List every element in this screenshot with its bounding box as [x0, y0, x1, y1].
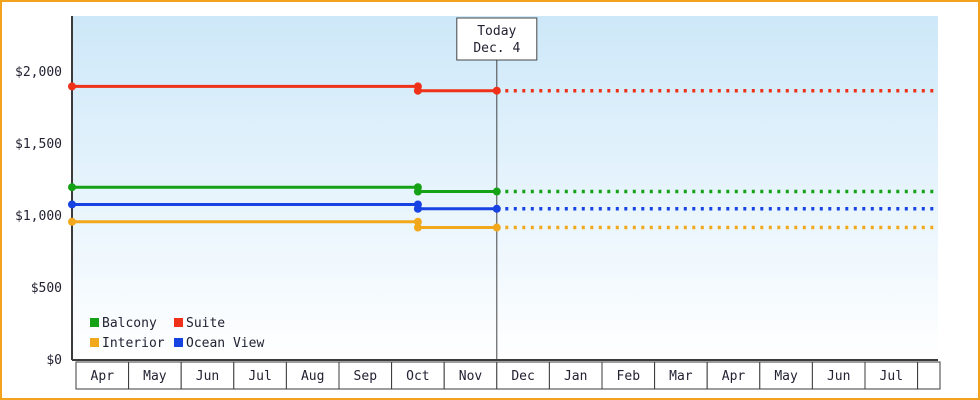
x-tick-label: Jul [880, 369, 903, 384]
legend-label-balcony: Balcony [102, 316, 157, 331]
series-point-interior [413, 217, 422, 226]
month-cell [811, 361, 866, 390]
month-cell [706, 361, 761, 390]
y-tick-label: $500 [31, 281, 62, 296]
series-point-interior [492, 223, 501, 232]
x-tick-label: Dec [511, 369, 534, 384]
month-cell [654, 361, 708, 390]
x-tick-label: Aug [301, 369, 324, 384]
legend-swatch-interior [90, 338, 99, 347]
month-cell [338, 361, 393, 390]
series-point-balcony [492, 187, 501, 196]
x-tick-label: Jul [248, 369, 271, 384]
legend-label-suite: Suite [186, 316, 225, 331]
y-tick-label: $0 [46, 353, 62, 368]
legend-label-interior: Interior [102, 336, 165, 351]
series-point-suite [492, 86, 501, 95]
x-tick-label: May [774, 369, 798, 384]
series-point-ocean-view [492, 204, 501, 213]
month-cell [548, 361, 603, 390]
today-label: Today [477, 24, 516, 39]
x-tick-label: Nov [459, 369, 483, 384]
month-cell [917, 361, 941, 390]
series-point-ocean-view [68, 200, 76, 209]
x-tick-label: Apr [91, 369, 115, 384]
x-tick-label: Feb [617, 369, 641, 384]
x-tick-label: May [143, 369, 167, 384]
month-cell [128, 361, 182, 390]
x-tick-label: Jan [564, 369, 587, 384]
legend-swatch-ocean-view [174, 338, 183, 347]
series-point-suite [413, 86, 422, 95]
y-tick-label: $1,000 [15, 209, 62, 224]
x-tick-label: Sep [354, 369, 378, 384]
y-tick-label: $1,500 [15, 137, 62, 152]
month-cell [864, 361, 919, 390]
series-point-balcony [68, 183, 76, 192]
series-point-ocean-view [413, 204, 422, 213]
y-tick-label: $2,000 [15, 65, 62, 80]
series-point-balcony [413, 187, 422, 196]
x-tick-label: Mar [669, 369, 693, 384]
series-point-interior [68, 217, 76, 226]
today-box [456, 17, 538, 61]
series-point-interior [413, 223, 422, 232]
x-tick-label: Jun [827, 369, 850, 384]
x-tick-label: Oct [406, 369, 429, 384]
x-tick-label: Jun [196, 369, 219, 384]
legend-swatch-suite [174, 318, 183, 327]
series-point-suite [68, 82, 76, 91]
legend-swatch-balcony [90, 318, 99, 327]
today-date: Dec. 4 [473, 41, 520, 56]
legend-label-ocean-view: Ocean View [186, 336, 264, 351]
x-tick-label: Apr [722, 369, 746, 384]
month-cell [443, 361, 498, 390]
month-cell [233, 361, 287, 390]
